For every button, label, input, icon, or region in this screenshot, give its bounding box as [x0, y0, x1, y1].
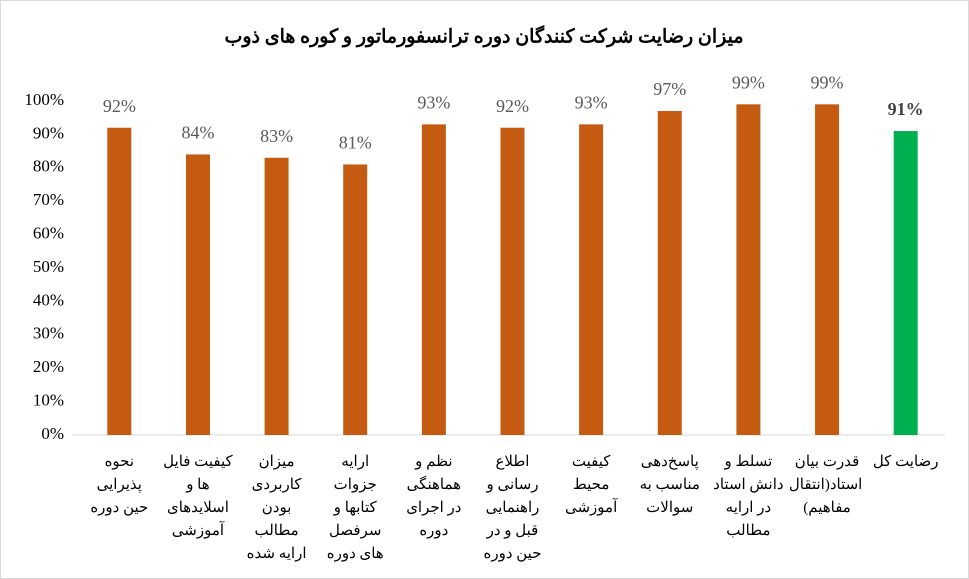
value-label: 84%	[181, 123, 214, 143]
x-tick-label: کیفیت محیط آموزشی	[564, 454, 618, 516]
y-tick-label: 70%	[33, 190, 64, 209]
y-tick-label: 90%	[33, 123, 64, 142]
value-label: 93%	[417, 93, 450, 113]
bar	[736, 104, 761, 435]
value-label: 99%	[811, 72, 844, 92]
y-tick-label: 80%	[33, 157, 64, 176]
y-tick-label: 0%	[41, 424, 64, 443]
chart-title: میزان رضایت شرکت کنندگان دوره ترانسفورما…	[224, 24, 743, 47]
y-tick-label: 40%	[33, 290, 64, 309]
bar	[815, 104, 840, 435]
value-label: 92%	[103, 96, 136, 116]
bar	[343, 164, 368, 435]
bar	[893, 131, 918, 435]
value-label: 92%	[496, 96, 529, 116]
bar	[421, 124, 446, 435]
x-tick-label: نحوه پذیرایی حین دوره	[90, 454, 149, 516]
value-label: 97%	[653, 79, 686, 99]
y-tick-label: 60%	[33, 224, 64, 243]
y-tick-label: 20%	[33, 357, 64, 376]
bar	[657, 111, 682, 436]
x-tick-label: اطلاع رسانی و راهنمایی قبل و در حین دوره	[483, 454, 542, 562]
x-tick-label: رضایت کل	[872, 454, 939, 470]
x-tick-label: پاسخ‌دهی مناسب به سوالات	[639, 454, 700, 516]
bar	[500, 127, 525, 435]
y-tick-label: 30%	[33, 324, 64, 343]
x-tick-label: ارایه جزوات کتابها و سرفصل های دوره	[326, 454, 384, 562]
x-tick-label: کیفیت فایل ها و اسلایدهای آموزشی	[163, 454, 233, 539]
x-tick-label: نظم و هماهنگی در اجرای دوره	[406, 454, 462, 539]
bar	[579, 124, 604, 435]
y-tick-label: 100%	[24, 90, 64, 109]
bar	[264, 157, 289, 435]
value-label: 93%	[575, 93, 608, 113]
x-tick-label: تسلط و دانش استاد در ارایه مطالب	[713, 454, 784, 539]
value-label: 91%	[888, 99, 924, 119]
bar	[185, 154, 210, 435]
value-label: 83%	[260, 126, 293, 146]
value-label: 81%	[339, 133, 372, 153]
value-label: 99%	[732, 72, 765, 92]
x-tick-label: قدرت بیان استاد(انتقال مفاهیم)	[788, 454, 863, 516]
y-tick-label: 50%	[33, 257, 64, 276]
y-tick-label: 10%	[33, 391, 64, 410]
x-tick-label: میزان کاربردی بودن مطالب ارایه شده	[246, 454, 307, 562]
bar	[107, 127, 132, 435]
